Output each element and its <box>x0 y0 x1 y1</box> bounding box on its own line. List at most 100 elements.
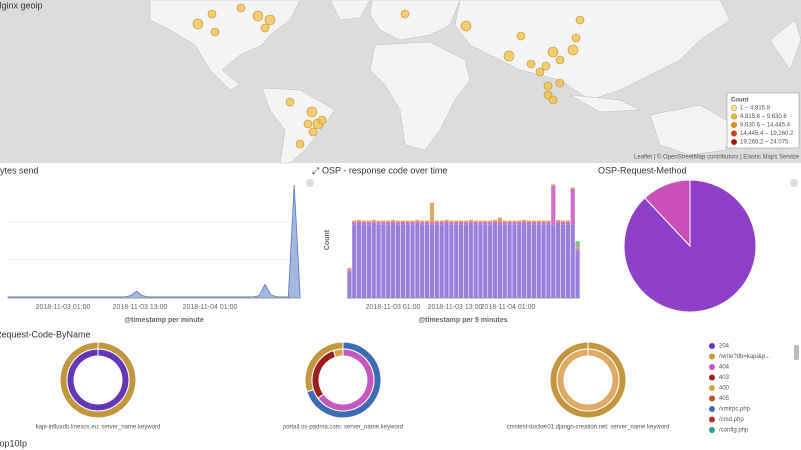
bar-segment <box>507 224 512 298</box>
bar-segment <box>390 221 396 224</box>
bar-segment <box>361 220 367 223</box>
bar-segment <box>531 220 537 223</box>
bar-segment <box>483 220 488 223</box>
bar-segment <box>434 222 439 225</box>
bar-segment <box>371 221 376 224</box>
legend-label: /config.php <box>719 428 749 434</box>
bar-segment <box>565 222 570 225</box>
bar-segment <box>517 222 522 225</box>
bar-segment <box>434 224 439 298</box>
bar-segment <box>415 219 420 222</box>
bar-segment <box>400 222 405 225</box>
method-panel: OSP-Request-Method <box>598 165 798 313</box>
bar-segment <box>352 224 357 298</box>
bar-segment <box>366 224 371 298</box>
bar-segment <box>424 224 430 298</box>
bar-segment <box>478 224 483 298</box>
bar-segment <box>560 220 566 223</box>
bar-segment <box>429 202 435 223</box>
legend-swatch <box>709 427 715 433</box>
bar-segment <box>400 220 405 223</box>
bar-segment <box>420 224 425 298</box>
legend-label: 204 <box>719 344 730 350</box>
bar-segment <box>410 224 415 298</box>
bar-segment <box>492 223 498 298</box>
bar-segment <box>507 220 512 223</box>
map-title: Nginx geoip <box>0 0 43 10</box>
bar-segment <box>546 224 551 298</box>
bar-segment <box>565 220 570 223</box>
bar-segment <box>531 224 537 298</box>
bar-segment <box>463 224 469 298</box>
bar-segment <box>575 248 580 251</box>
bar-segment <box>357 223 362 298</box>
bar-segment <box>458 224 464 298</box>
x-tick-label: 2018-11-04 01:00 <box>481 304 536 311</box>
bar-segment <box>536 224 541 298</box>
bar-segment <box>546 222 551 225</box>
bar-segment <box>429 224 435 298</box>
bar-segment <box>536 220 541 223</box>
bar-segment <box>390 223 396 298</box>
bar-segment <box>463 220 469 223</box>
scrollbar[interactable] <box>794 345 799 360</box>
x-tick-label: 2018-11-03 13:00 <box>113 304 168 311</box>
bar-segment <box>439 220 444 223</box>
legend-swatch <box>709 343 715 349</box>
bar-segment <box>424 222 430 225</box>
y-axis-label: Count <box>324 229 331 250</box>
legend-swatch <box>731 104 738 111</box>
map-land <box>149 0 801 164</box>
x-tick-label: 2018-11-03 01:00 <box>36 304 91 311</box>
response-panel: OSP - response code over time 2018-11-03… <box>306 165 580 324</box>
bar-segment <box>410 220 415 223</box>
expand-icon[interactable]: ⤢ <box>311 165 319 175</box>
bar-segment <box>376 224 381 298</box>
bar-segment <box>415 221 420 224</box>
bar-segment <box>420 220 425 223</box>
bar-segment <box>546 220 551 223</box>
bar-segment <box>556 221 561 224</box>
legend-swatch <box>731 113 738 120</box>
legend-label: 400 <box>719 386 730 392</box>
collapse-button[interactable] <box>306 179 314 187</box>
bar-segment <box>556 219 561 222</box>
bar-segment <box>551 224 556 298</box>
bar-segment <box>347 269 352 272</box>
legend-swatch <box>709 406 715 412</box>
bar-segment <box>512 222 517 225</box>
bar-segment <box>444 221 449 224</box>
legend-label: 9,630.6 – 14,445.4 <box>740 123 791 129</box>
bar-segment <box>400 224 405 298</box>
bar-segment <box>478 222 483 225</box>
bar-segment <box>522 219 527 222</box>
legend-swatch <box>709 374 715 381</box>
panel-title: OSP - response code over time <box>322 165 447 175</box>
collapse-button[interactable] <box>790 179 798 187</box>
legend-label: 403 <box>719 375 730 381</box>
bar-segment <box>570 187 575 189</box>
bar-segment <box>458 220 464 223</box>
bar-segment <box>497 217 503 223</box>
legend-swatch <box>709 395 715 402</box>
bar-segment <box>381 220 386 223</box>
legend-box <box>726 92 800 149</box>
legend-label: 4,815.8 – 9,630.6 <box>740 114 787 120</box>
bar-segment <box>468 221 473 224</box>
bar-segment <box>517 220 522 223</box>
bar-segment <box>449 222 454 225</box>
bytes-panel: bytes send ⤢ 2018-11-03 01:00 2018-11-03 … <box>0 165 319 323</box>
bar-segment <box>454 220 459 223</box>
bar-segment <box>361 222 367 225</box>
bar-segment <box>361 224 367 298</box>
bar-segment <box>381 222 386 225</box>
bar-segment <box>536 222 541 225</box>
bar-segment <box>454 224 459 298</box>
bar-segment <box>468 219 473 222</box>
panel-title: bytes send <box>0 165 39 175</box>
bar-segment <box>541 220 546 223</box>
bar-segment <box>463 222 469 225</box>
legend-swatch <box>709 353 715 360</box>
bar-segment <box>560 224 566 298</box>
bar-segment <box>478 220 483 223</box>
